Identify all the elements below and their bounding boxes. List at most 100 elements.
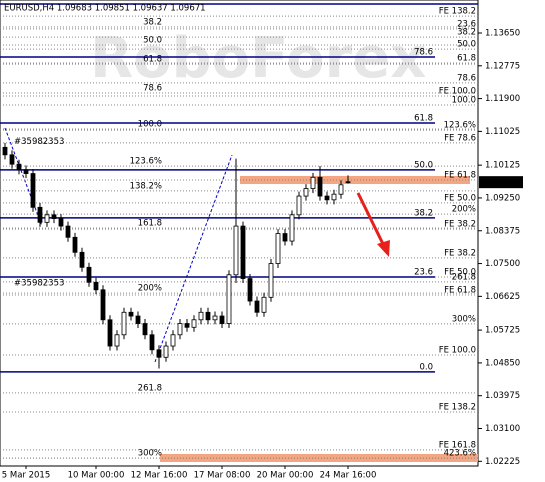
level-label: 50.0 — [143, 35, 162, 45]
y-tick-label: 1.12775 — [485, 61, 520, 71]
level-label: FE 38.2 — [444, 220, 476, 230]
candle-body — [338, 184, 344, 195]
candle-body — [170, 334, 176, 347]
candle-body — [100, 289, 106, 321]
candle-body — [240, 225, 246, 279]
level-label: 200% — [138, 284, 162, 294]
candle-body — [226, 274, 232, 324]
candle-body — [324, 195, 330, 201]
candle-body — [254, 300, 260, 313]
fibo-label: 78.6 — [414, 47, 433, 57]
y-tick-label: 1.10125 — [485, 161, 520, 171]
candle-body — [142, 323, 148, 336]
y-tick-label: 1.11025 — [485, 127, 520, 137]
level-label: FE 61.8 — [444, 170, 476, 180]
fibo-label: 23.6 — [414, 268, 433, 278]
candle-body — [44, 214, 50, 223]
candle-body — [289, 214, 295, 242]
candle-body — [275, 233, 281, 264]
level-label: 50.0 — [457, 40, 476, 50]
level-label: 38.2 — [143, 17, 162, 27]
y-tick-label: 1.11900 — [485, 94, 520, 104]
candle-body — [135, 315, 141, 324]
level-label: 300% — [138, 449, 162, 459]
level-label: FE 138.2 — [439, 403, 476, 413]
watermark: RoboForex — [90, 26, 426, 91]
level-label: 38.2 — [457, 28, 476, 38]
y-tick-label: 1.09250 — [485, 193, 520, 203]
y-tick-label: 1.05725 — [485, 326, 520, 336]
candle-body — [156, 349, 162, 358]
candle-body — [219, 315, 225, 324]
level-label: 123.6% — [444, 121, 476, 131]
level-label: FE 138.2 — [439, 7, 476, 17]
candle-body — [317, 176, 323, 197]
candle-body — [65, 225, 71, 238]
x-tick-label: 12 Mar 16:00 — [131, 471, 188, 481]
level-label: FE 50.0 — [444, 193, 476, 203]
y-tick-label: 1.03100 — [485, 424, 520, 434]
candle-body — [107, 319, 113, 347]
x-tick-label: 20 Mar 00:00 — [257, 471, 314, 481]
chart-title: EURUSD,H4 1.09683 1.09851 1.09637 1.0967… — [4, 4, 206, 14]
candle-body — [16, 163, 22, 171]
level-label: FE 100.0 — [439, 346, 476, 356]
candle-body — [86, 266, 92, 283]
level-label: 261.8 — [452, 272, 476, 282]
level-label: 78.6 — [143, 83, 162, 93]
level-label: 300% — [452, 314, 476, 324]
level-label: FE 61.8 — [444, 286, 476, 296]
y-tick-label: 1.02225 — [485, 457, 520, 467]
candle-body — [114, 334, 120, 347]
candle-body — [51, 214, 57, 219]
y-tick-label: 1.03975 — [485, 391, 520, 401]
y-tick-label: 1.04850 — [485, 358, 520, 368]
candle-body — [261, 296, 267, 313]
candle-body — [205, 311, 211, 321]
level-label: 261.8 — [138, 383, 162, 393]
trend-line — [4, 127, 43, 227]
trend-line — [154, 154, 233, 363]
candle-body — [233, 225, 239, 276]
level-label: 100.0 — [452, 95, 476, 105]
candle-body — [345, 181, 351, 184]
candle-body — [30, 173, 36, 208]
level-label: FE 161.8 — [439, 440, 476, 450]
candle-body — [2, 146, 8, 156]
plot-frame — [0, 0, 479, 467]
object-label: #35982353 — [14, 279, 64, 289]
candle-body — [310, 176, 316, 189]
candle-body — [72, 236, 78, 253]
x-tick-label: 10 Mar 00:00 — [68, 471, 125, 481]
level-label: 23.6 — [457, 19, 476, 29]
y-tick-label: 1.08375 — [485, 226, 520, 236]
level-label: 61.8 — [143, 55, 162, 65]
level-label: FE 50.0 — [444, 268, 476, 278]
candle-body — [93, 281, 99, 291]
y-tick-label: 1.07500 — [485, 259, 520, 269]
candle-body — [163, 345, 169, 358]
x-tick-label: 17 Mar 08:00 — [194, 471, 251, 481]
price-box — [479, 176, 523, 189]
candle-body — [191, 319, 197, 328]
level-label: 123.6% — [130, 157, 162, 167]
candle-body — [212, 315, 218, 321]
candle-body — [121, 311, 127, 336]
level-label: 61.8 — [457, 53, 476, 63]
x-tick-label: 24 Mar 16:00 — [320, 471, 377, 481]
level-label: 100.0 — [138, 119, 162, 129]
y-tick-label: 1.13650 — [485, 28, 520, 38]
candle-body — [128, 311, 134, 317]
object-label: #35982353 — [14, 137, 64, 147]
level-label: 200% — [452, 205, 476, 215]
level-label: FE 38.2 — [444, 248, 476, 258]
candle-body — [177, 323, 183, 336]
x-tick-label: 5 Mar 2015 — [2, 471, 50, 481]
candle-body — [296, 195, 302, 216]
candle-body — [198, 311, 204, 321]
candle-body — [9, 154, 15, 165]
arrow-head — [377, 240, 390, 257]
candle-body — [23, 169, 29, 174]
candle-body — [268, 263, 274, 298]
